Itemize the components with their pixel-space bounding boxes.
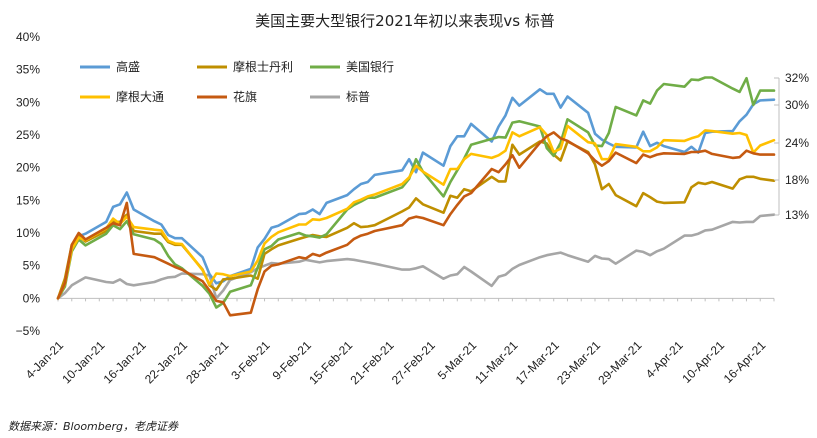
x-tick-label: 16-Jan-21 [101,338,149,386]
x-tick-label: 28-Jan-21 [183,338,231,386]
y-tick-label: −5% [16,324,41,338]
series-line [56,131,776,317]
x-tick-label: 27-Feb-21 [389,338,438,387]
y-tick-label: 30% [16,95,40,109]
legend-label: 摩根士丹利 [233,59,293,74]
x-tick-label: 23-Mar-21 [554,338,603,387]
y-tick-label: 10% [16,226,40,240]
end-label: 30% [785,98,809,112]
y-tick-label: 5% [23,259,41,273]
y-tick-label: 40% [16,30,40,44]
y-axis: −5% 0% 5% 10% 15% 20% 25% 30% 35% 40% [16,30,41,338]
x-tick-label: 10-Apr-21 [679,338,727,386]
x-tick-label: 10-Jan-21 [59,338,107,386]
end-label: 24% [785,136,809,150]
end-labels: 32% 30% 24% 18% 13% [774,71,809,222]
x-tick-label: 22-Jan-21 [142,338,190,386]
end-label: 18% [785,173,809,187]
series-line [56,88,776,300]
chart-title: 美国主要大型银行2021年初以来表现vs 标普 [255,12,555,30]
x-tick-label: 17-Mar-21 [513,338,562,387]
legend-label: 花旗 [233,89,257,104]
x-tick-label: 3-Feb-21 [228,338,273,383]
y-tick-label: 25% [16,128,40,142]
y-tick-label: 15% [16,193,40,207]
source-note: 数据来源：Bloomberg，老虎证券 [8,420,179,433]
legend-label: 摩根大通 [116,89,164,104]
y-tick-label: 0% [23,291,41,305]
x-axis: 4-Jan-2110-Jan-2116-Jan-2122-Jan-2128-Ja… [23,297,775,387]
series-line [56,124,776,300]
legend-label: 美国银行 [346,60,394,74]
y-tick-label: 20% [16,161,40,175]
x-tick-label: 16-Apr-21 [721,338,769,386]
y-tick-label: 35% [16,63,40,77]
x-tick-label: 29-Mar-21 [595,338,644,387]
legend-label: 标普 [346,90,370,104]
end-label: 13% [785,208,809,222]
series-lines [56,76,776,317]
x-tick-label: 21-Feb-21 [348,338,397,387]
end-label: 32% [785,71,809,85]
x-tick-label: 15-Feb-21 [306,338,355,387]
legend-label: 高盛 [116,59,140,74]
series-line [56,76,776,309]
series-line [56,213,776,300]
